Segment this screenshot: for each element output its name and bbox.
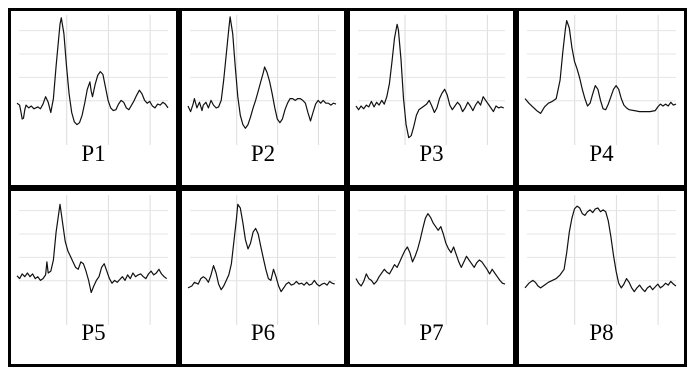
- waveform-trace: [355, 23, 504, 139]
- plot-gridlines: [358, 15, 505, 145]
- panel-p4: P4: [516, 8, 687, 188]
- panel-label: P5: [81, 320, 106, 345]
- panel-label: P8: [589, 320, 614, 345]
- panel-p1: P1: [8, 8, 179, 188]
- panel-p7: P7: [347, 188, 516, 367]
- panel-label: P4: [589, 141, 614, 166]
- waveform-plot: [524, 15, 677, 145]
- waveform-trace: [524, 20, 677, 114]
- waveform-trace: [187, 16, 337, 129]
- waveform-plot: [524, 195, 677, 325]
- waveform-plot: [16, 195, 168, 325]
- plot-gridlines: [527, 15, 676, 145]
- panel-label: P7: [419, 320, 444, 345]
- waveform-plot: [187, 195, 336, 325]
- panel-p8: P8: [516, 188, 687, 367]
- panel-label: P1: [81, 141, 106, 166]
- plot-gridlines: [190, 15, 336, 145]
- waveform-plot: [355, 15, 505, 145]
- plot-gridlines: [358, 195, 505, 325]
- waveform-trace: [187, 203, 335, 293]
- plot-gridlines: [19, 15, 168, 145]
- waveform-trace: [16, 17, 169, 126]
- plot-gridlines: [190, 195, 336, 325]
- waveform-plot: [187, 15, 337, 145]
- panel-p5: P5: [8, 188, 179, 367]
- panel-label: P2: [250, 141, 276, 166]
- panel-label: P3: [419, 141, 444, 166]
- waveform-trace: [524, 205, 677, 293]
- waveform-trace: [355, 213, 506, 287]
- plot-gridlines: [527, 195, 676, 325]
- panel-p3: P3: [347, 8, 516, 188]
- panel-p2: P2: [179, 8, 347, 188]
- waveform-plot: [16, 15, 169, 145]
- plot-gridlines: [19, 195, 168, 325]
- waveform-trace: [16, 203, 168, 294]
- panel-label: P6: [250, 320, 276, 345]
- waveform-plot: [355, 195, 506, 325]
- panel-p6: P6: [179, 188, 347, 367]
